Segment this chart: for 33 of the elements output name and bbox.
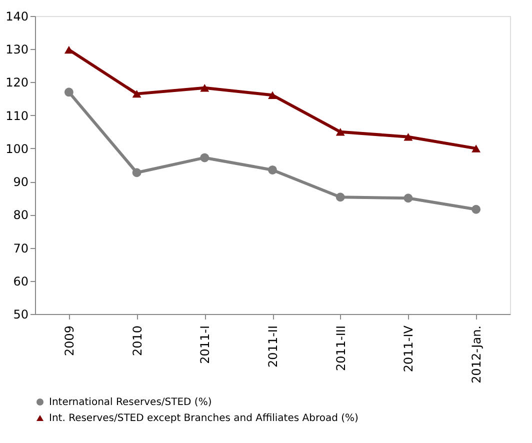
x-tick-label: 2011-III: [334, 326, 348, 371]
point: [268, 91, 277, 100]
point: [64, 88, 74, 97]
point: [132, 90, 142, 98]
y-tick-label: 60: [13, 274, 28, 288]
point: [200, 153, 210, 162]
legend-label: Int. Reserves/STED except Branches and Affiliates Abroad (%): [49, 413, 359, 424]
y-tick-label: 120: [6, 76, 28, 90]
point: [132, 168, 142, 178]
y-tick-label: 50: [13, 308, 28, 322]
y-tick-label: 130: [6, 42, 28, 57]
y-tick-label: 70: [13, 241, 28, 256]
point: [64, 46, 74, 54]
y-tick-label: 90: [13, 175, 28, 190]
y-tick-label: 110: [6, 108, 28, 123]
legend-label: International Reserves/STED (%): [49, 397, 212, 408]
point: [404, 132, 413, 141]
x-tick-label: 2010: [130, 326, 144, 356]
point: [336, 192, 345, 202]
x-tick-label: 2011-II: [266, 326, 280, 368]
x-tick-label: 2009: [62, 326, 76, 356]
point: [268, 166, 277, 174]
y-tick-label: 100: [6, 142, 28, 156]
y-tick-label: 80: [13, 208, 28, 222]
point: [472, 144, 481, 152]
point: [200, 84, 210, 92]
y-tick-label: 140: [6, 10, 28, 24]
x-tick-label: 2011-I: [198, 326, 212, 364]
point: [472, 204, 481, 214]
x-tick-label: 2012-Jan.: [470, 326, 484, 384]
point: [336, 128, 345, 136]
point: [404, 194, 413, 203]
x-tick-label: 2011-IV: [402, 324, 416, 372]
